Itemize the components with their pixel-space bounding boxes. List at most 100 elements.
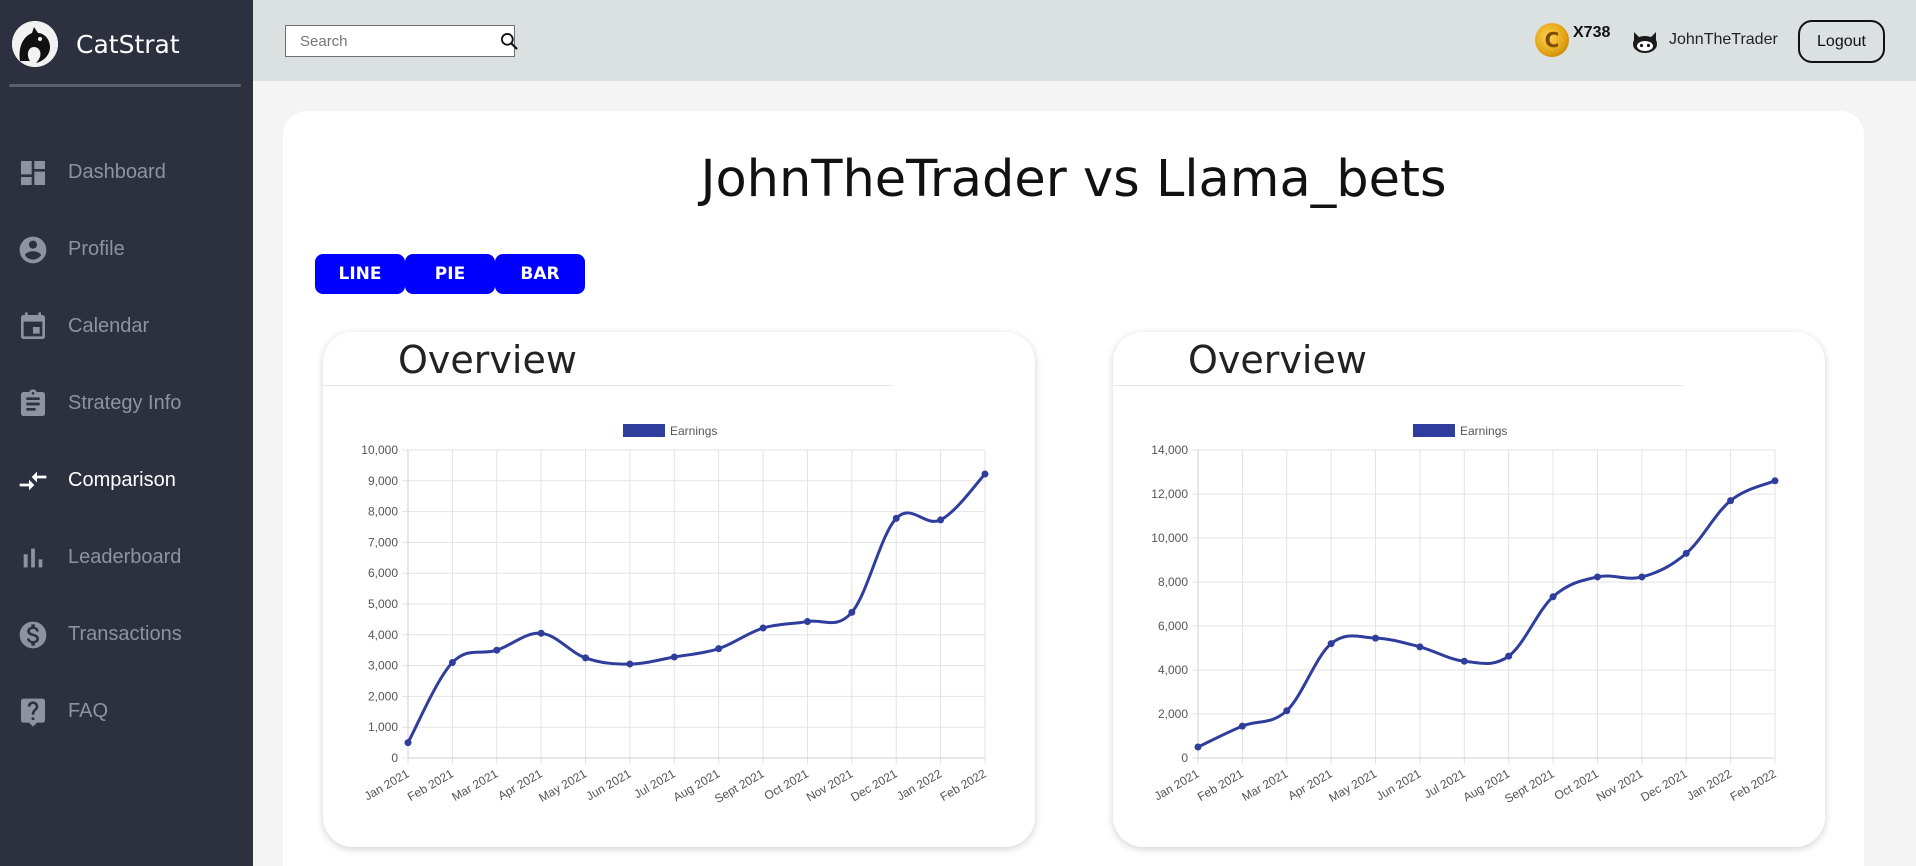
data-point <box>1682 549 1690 557</box>
cat-logo-icon <box>12 21 58 67</box>
x-tick-label: Apr 2021 <box>495 766 544 803</box>
legend-swatch <box>1413 424 1455 437</box>
sidebar: CatStrat Dashboard Profile Calendar Str <box>0 0 253 866</box>
earnings-line-chart: Earnings 0 2,000 4,000 6,000 8,000 10,000 12,00… <box>1151 424 1779 806</box>
x-tick-label: Sept 2021 <box>712 766 767 806</box>
logout-button[interactable]: Logout <box>1798 20 1885 63</box>
x-tick-label: Jan 2021 <box>362 766 412 803</box>
y-tick-label: 0 <box>391 751 398 765</box>
sidebar-item-comparison[interactable]: Comparison <box>0 442 253 519</box>
data-point <box>448 659 456 667</box>
bar-chart-button[interactable]: BAR <box>495 254 585 294</box>
sidebar-item-dashboard[interactable]: Dashboard <box>0 134 253 211</box>
data-point <box>404 739 412 747</box>
y-tick-label: 10,000 <box>361 443 398 457</box>
pie-chart-button[interactable]: PIE <box>405 254 495 294</box>
sidebar-item-label: Profile <box>68 238 125 260</box>
sidebar-item-transactions[interactable]: Transactions <box>0 596 253 673</box>
chart-title-divider <box>1113 385 1683 386</box>
y-tick-label: 2,000 <box>1158 707 1188 721</box>
data-point <box>981 470 989 478</box>
dashboard-icon <box>17 157 49 189</box>
data-point <box>1638 573 1646 581</box>
data-point <box>1194 743 1202 751</box>
x-tick-label: Sept 2021 <box>1502 766 1557 806</box>
username[interactable]: JohnTheTrader <box>1669 31 1778 48</box>
coin-count: X738 <box>1573 24 1611 41</box>
data-point <box>937 516 945 524</box>
x-tick-label: Jan 2022 <box>1684 766 1734 803</box>
sidebar-item-leaderboard[interactable]: Leaderboard <box>0 519 253 596</box>
sidebar-item-label: FAQ <box>68 700 109 722</box>
data-point <box>582 654 590 662</box>
clipboard-icon <box>17 388 49 420</box>
x-tick-label: Dec 2021 <box>848 766 900 804</box>
sidebar-item-strategy-info[interactable]: Strategy Info <box>0 365 253 442</box>
sidebar-item-label: Strategy Info <box>68 392 182 414</box>
chart-card-right: Overview Earnings 0 2,000 4,000 6,000 8,000 10… <box>1113 332 1825 847</box>
data-point <box>1593 573 1601 581</box>
x-tick-label: Jan 2022 <box>894 766 944 803</box>
data-point <box>493 646 501 654</box>
sidebar-item-calendar[interactable]: Calendar <box>0 288 253 365</box>
sidebar-item-label: Comparison <box>68 469 176 491</box>
series-line-earnings <box>1197 479 1776 749</box>
data-point <box>1771 477 1779 485</box>
y-tick-label: 5,000 <box>368 597 398 611</box>
sidebar-item-label: Leaderboard <box>68 546 182 568</box>
sidebar-item-faq[interactable]: FAQ <box>0 673 253 750</box>
sidebar-nav: Dashboard Profile Calendar Strategy Info… <box>0 134 253 750</box>
y-tick-label: 1,000 <box>368 720 398 734</box>
github-cat-icon <box>1630 26 1660 56</box>
earnings-line-chart: Earnings 0 1,000 2,000 3,000 4,000 5,000 6,000 7… <box>361 424 989 806</box>
y-tick-label: 8,000 <box>1158 575 1188 589</box>
data-point <box>1727 497 1735 505</box>
comparison-panel: JohnTheTrader vs Llama_bets LINE PIE BAR… <box>283 111 1864 866</box>
y-tick-label: 12,000 <box>1151 487 1188 501</box>
data-point <box>1372 634 1380 642</box>
x-tick-label: Feb 2021 <box>405 766 456 804</box>
x-tick-label: Nov 2021 <box>804 766 856 804</box>
x-tick-label: Jun 2021 <box>584 766 634 803</box>
x-tick-label: Apr 2021 <box>1285 766 1334 803</box>
x-tick-label: May 2021 <box>536 766 589 805</box>
sidebar-item-label: Calendar <box>68 315 150 337</box>
x-tick-label: Oct 2021 <box>1552 766 1601 803</box>
data-point <box>848 608 856 616</box>
x-tick-label: Oct 2021 <box>762 766 811 803</box>
x-tick-label: Feb 2021 <box>1195 766 1246 804</box>
data-point <box>803 618 811 626</box>
sidebar-item-profile[interactable]: Profile <box>0 211 253 288</box>
line-chart-button[interactable]: LINE <box>315 254 405 294</box>
series-line-earnings <box>406 472 987 744</box>
data-point <box>1416 643 1424 651</box>
x-tick-label: Jul 2021 <box>632 766 679 801</box>
data-point <box>1283 707 1291 715</box>
page-title: JohnTheTrader vs Llama_bets <box>700 150 1447 209</box>
x-tick-label: Jul 2021 <box>1422 766 1469 801</box>
legend-swatch <box>623 424 665 437</box>
coin-icon: C <box>1535 23 1569 57</box>
y-tick-label: 8,000 <box>368 505 398 519</box>
chart-card-left: Overview Earnings 0 1,000 2,000 3,000 4,000 5,… <box>323 332 1035 847</box>
y-tick-label: 2,000 <box>368 689 398 703</box>
search-box <box>285 25 518 57</box>
calendar-icon <box>17 311 49 343</box>
data-point <box>759 624 767 632</box>
chart-title: Overview <box>398 338 577 382</box>
y-tick-label: 10,000 <box>1151 531 1188 545</box>
search-icon[interactable] <box>499 26 519 56</box>
top-header: C X738 JohnTheTrader Logout <box>253 0 1916 81</box>
profile-icon <box>17 234 49 266</box>
brand[interactable]: CatStrat <box>12 20 180 68</box>
chart-type-toggles: LINE PIE BAR <box>315 254 585 294</box>
search-input[interactable] <box>286 26 499 56</box>
data-point <box>892 514 900 522</box>
chart-title-divider <box>323 385 893 386</box>
bar-chart-icon <box>17 542 49 574</box>
chart-title: Overview <box>1188 338 1367 382</box>
y-tick-label: 6,000 <box>368 566 398 580</box>
compare-arrows-icon <box>17 465 49 497</box>
sidebar-divider <box>9 84 241 87</box>
dollar-icon <box>17 619 49 651</box>
